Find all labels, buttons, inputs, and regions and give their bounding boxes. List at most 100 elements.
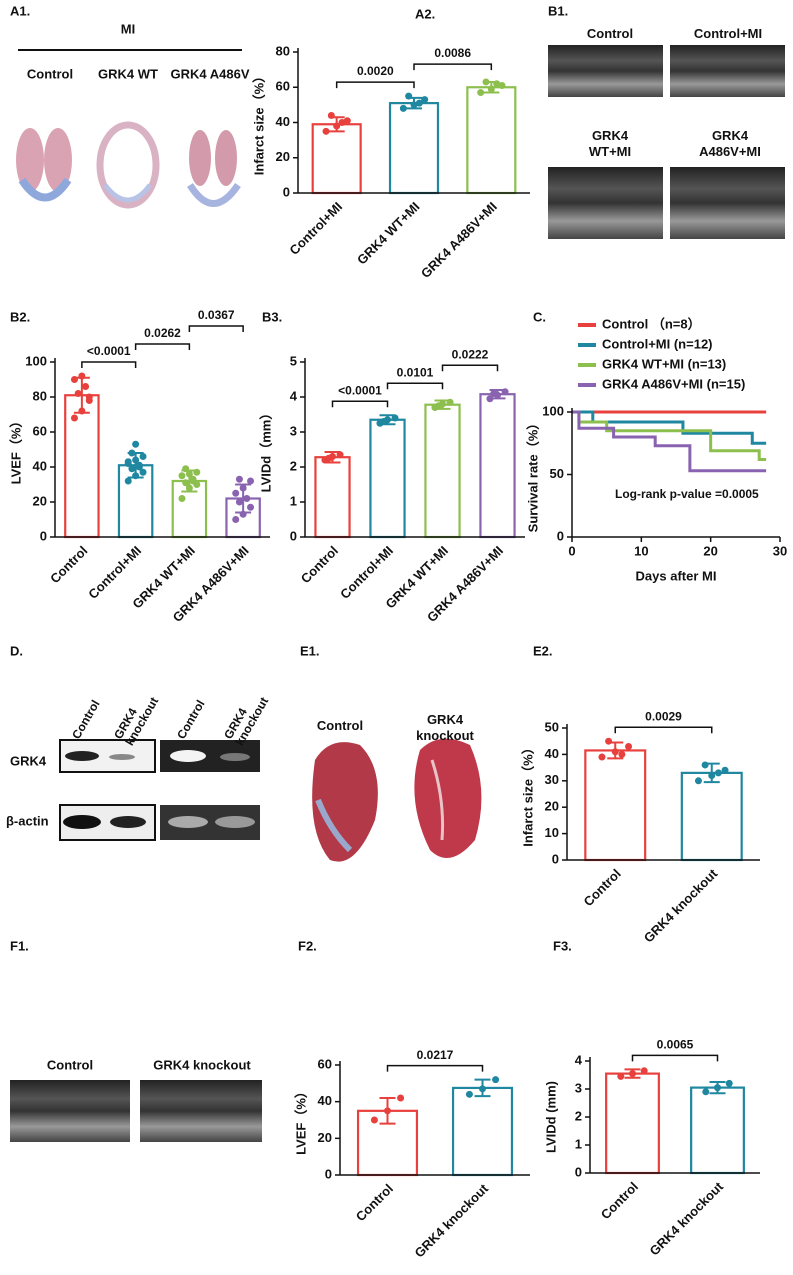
x-tick-label: Control <box>353 1181 396 1224</box>
significance-bracket <box>188 325 244 332</box>
survival-line <box>572 410 767 461</box>
y-tick-label: 0 <box>290 528 297 543</box>
x-tick-label: 0 <box>568 543 575 558</box>
y-tick-label: 60 <box>318 1056 332 1071</box>
x-tick-label: Control+MI <box>337 543 396 602</box>
y-tick-label: 100 <box>542 403 564 418</box>
x-tick-label: 20 <box>703 543 717 558</box>
echo-image <box>10 1080 130 1142</box>
band <box>215 816 255 828</box>
y-tick-label: 20 <box>276 149 290 164</box>
data-point <box>182 479 190 487</box>
data-point <box>605 737 613 745</box>
panel-label: D. <box>10 643 23 658</box>
data-point <box>492 1076 500 1084</box>
data-point <box>465 1090 473 1098</box>
panel-label: A1. <box>10 3 30 18</box>
p-value: 0.0086 <box>434 46 471 60</box>
y-tick-label: 30 <box>545 772 559 787</box>
band <box>65 751 99 761</box>
panel-label: A2. <box>415 6 435 21</box>
data-point <box>85 393 93 401</box>
data-point <box>333 122 341 130</box>
data-point <box>128 465 136 473</box>
row-label: GRK4 <box>10 753 47 768</box>
y-tick-label: 4 <box>290 388 298 403</box>
echo-image <box>670 45 785 97</box>
significance-bracket <box>134 343 191 350</box>
echo-image <box>548 45 663 97</box>
row-label: β-actin <box>6 813 49 828</box>
y-tick-label: 80 <box>33 388 47 403</box>
data-point <box>370 1116 378 1124</box>
data-point <box>446 398 454 406</box>
data-point <box>78 372 86 380</box>
p-value: 0.0262 <box>144 326 181 340</box>
data-point <box>611 748 619 756</box>
data-point <box>479 1085 486 1093</box>
x-axis-title: Days after MI <box>636 568 717 583</box>
data-point <box>185 470 193 478</box>
data-point <box>338 119 346 126</box>
y-tick-label: 0 <box>552 851 559 866</box>
data-point <box>336 451 344 459</box>
p-value: 0.0065 <box>657 1038 694 1052</box>
data-point <box>421 96 429 104</box>
x-tick-label: GRK4 WT+MI <box>354 199 423 268</box>
data-point <box>232 516 240 523</box>
data-point <box>124 477 132 485</box>
survival-line <box>572 410 767 473</box>
legend-label: Control （n=8） <box>602 316 701 331</box>
significance-bracket <box>631 1054 719 1062</box>
y-tick-label: 40 <box>33 458 47 473</box>
y-tick-label: 0 <box>325 1166 332 1181</box>
data-point <box>235 475 243 483</box>
y-tick-label: 40 <box>545 746 559 761</box>
heart-section <box>414 738 482 858</box>
echo-image <box>140 1080 262 1142</box>
x-tick-label: GRK4 A486V+MI <box>418 199 500 281</box>
y-tick-label: 3 <box>290 423 297 438</box>
y-tick-label: 20 <box>318 1130 332 1145</box>
bar <box>605 1072 660 1175</box>
annotation: Log-rank p-value =0.0005 <box>615 487 759 501</box>
data-point <box>232 489 240 497</box>
data-point <box>435 402 443 410</box>
p-value: 0.0222 <box>452 347 489 361</box>
significance-bracket <box>81 361 137 368</box>
data-point <box>139 453 147 460</box>
legend-label: Control+MI (n=12) <box>602 336 713 351</box>
heart-section <box>96 121 160 209</box>
legend-label: GRK4 WT+MI (n=13) <box>602 356 726 371</box>
y-axis-title: Infarct size（%） <box>520 741 535 846</box>
data-point <box>618 750 626 758</box>
x-tick-label: Control+MI <box>85 543 144 602</box>
heart-section <box>187 130 241 207</box>
panel-label: B2. <box>10 309 30 324</box>
x-tick-label: GRK4 knockout <box>646 1178 726 1258</box>
y-tick-label: 40 <box>318 1093 332 1108</box>
survival-line <box>572 410 767 445</box>
data-point <box>239 484 247 492</box>
bar <box>64 394 100 539</box>
panel-label: F3. <box>553 938 572 953</box>
data-point <box>193 468 201 476</box>
p-value: 0.0029 <box>645 709 682 723</box>
caption: GRK4 knockout <box>153 1057 251 1072</box>
data-point <box>135 461 143 469</box>
data-point <box>243 495 251 502</box>
y-tick-label: 1 <box>575 1136 582 1151</box>
data-point <box>477 89 485 97</box>
data-point <box>405 92 413 100</box>
y-tick-label: 60 <box>33 423 47 438</box>
panel-label: E2. <box>533 643 553 658</box>
y-tick-label: 1 <box>290 493 297 508</box>
y-axis-title: LVEF（%） <box>8 415 23 485</box>
y-tick-label: 0 <box>557 528 564 543</box>
y-tick-label: 10 <box>545 825 559 840</box>
data-point <box>482 78 490 86</box>
caption: GRK4 WT <box>98 66 158 81</box>
band <box>168 816 208 828</box>
data-point <box>380 418 388 425</box>
data-point <box>415 99 423 107</box>
